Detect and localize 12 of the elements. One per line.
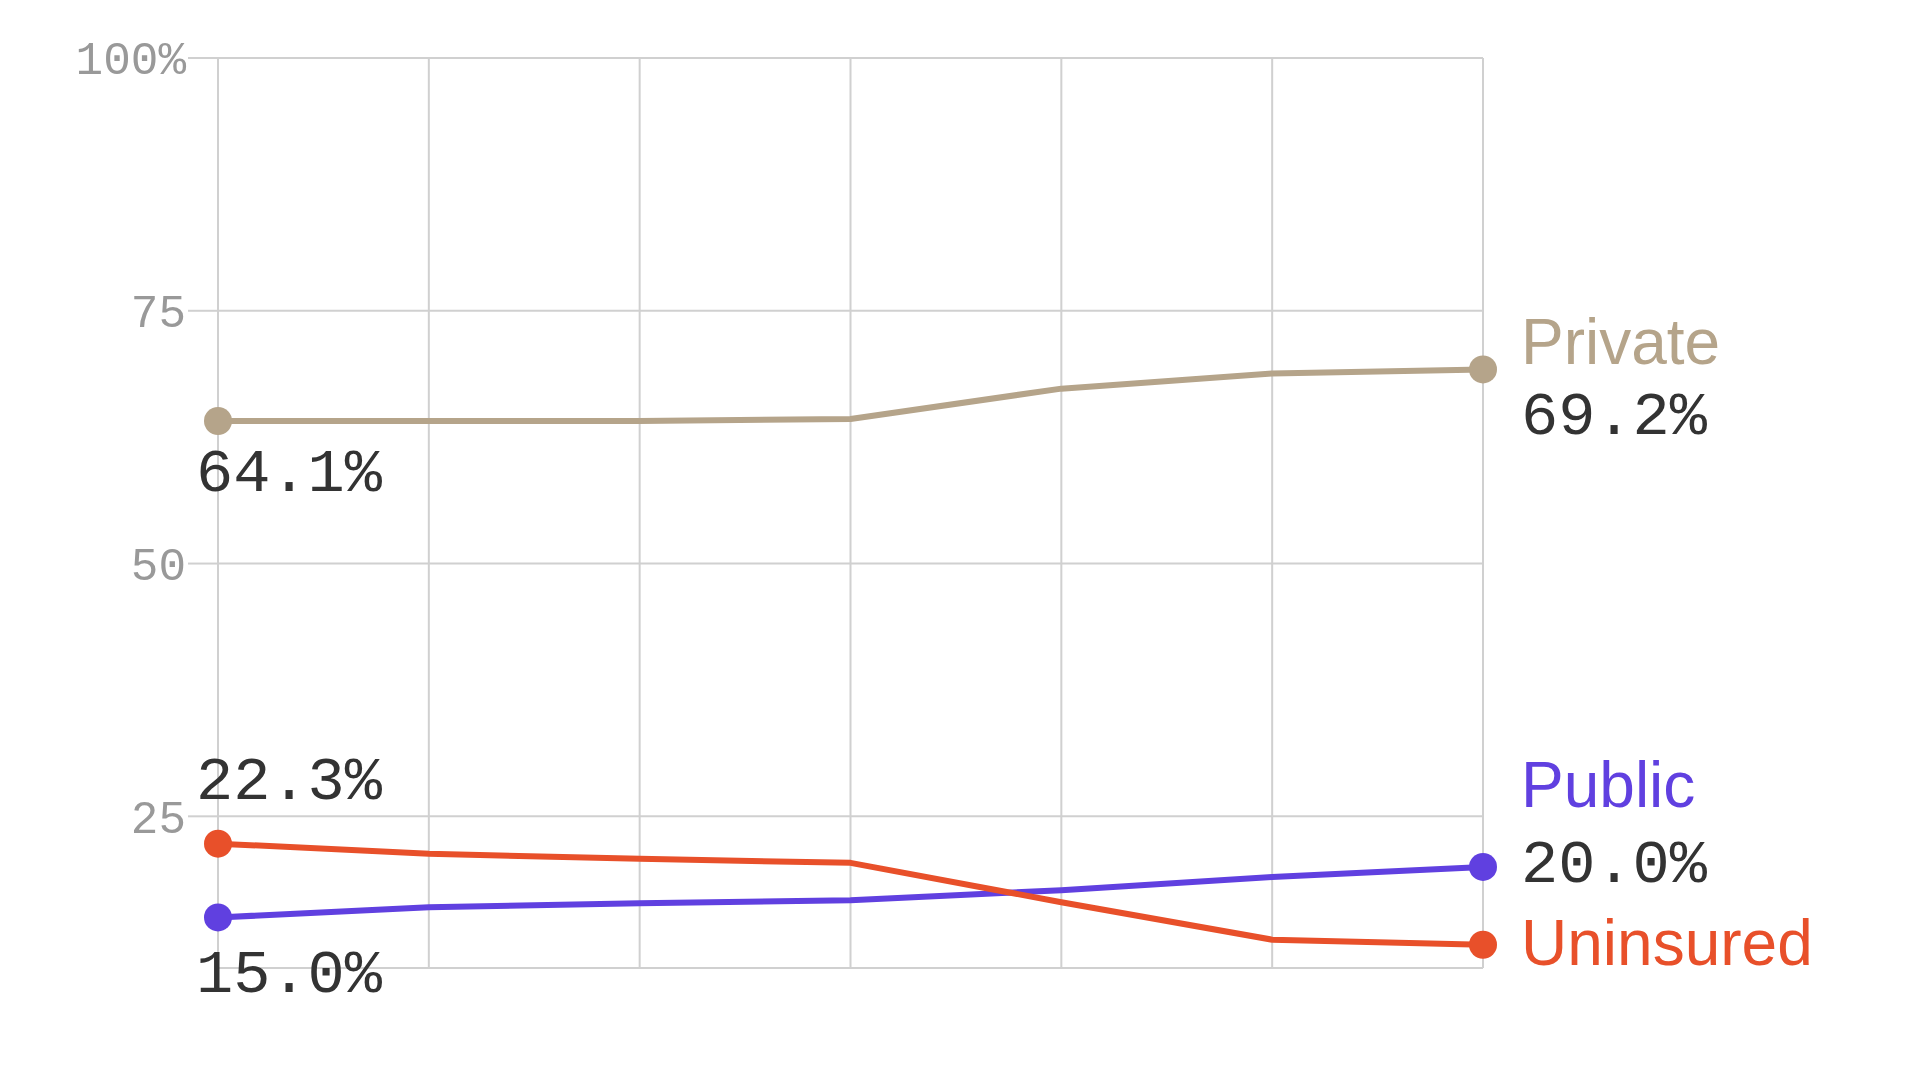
data-label: 15.0% [196,940,383,1012]
y-tick-label: 25 [130,794,186,847]
y-tick-label: 50 [130,541,186,594]
data-label: 69.2% [1521,382,1708,454]
data-label: 22.3% [196,746,383,818]
series-label: Public [1521,748,1696,821]
series-label: Private [1521,306,1721,379]
y-tick-label: 100% [75,36,187,89]
series-label: Uninsured [1521,906,1813,979]
data-label: 64.1% [196,438,383,510]
y-tick-label: 75 [130,289,186,342]
data-label: 20.0% [1521,829,1708,901]
